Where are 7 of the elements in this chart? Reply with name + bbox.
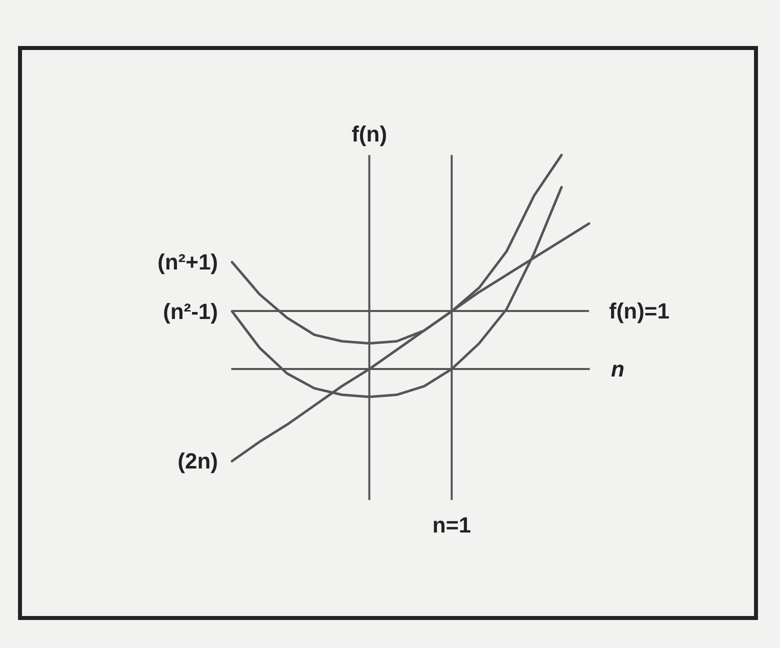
series-label: (2n) [178, 448, 218, 474]
x-axis-title: n [611, 356, 624, 382]
y-axis-title: f(n) [352, 122, 388, 146]
series-label: (n²-1) [163, 298, 218, 324]
text: f(n)=1 [609, 298, 670, 324]
text: n=1 [432, 512, 471, 538]
series-label: (n²+1) [158, 250, 218, 275]
